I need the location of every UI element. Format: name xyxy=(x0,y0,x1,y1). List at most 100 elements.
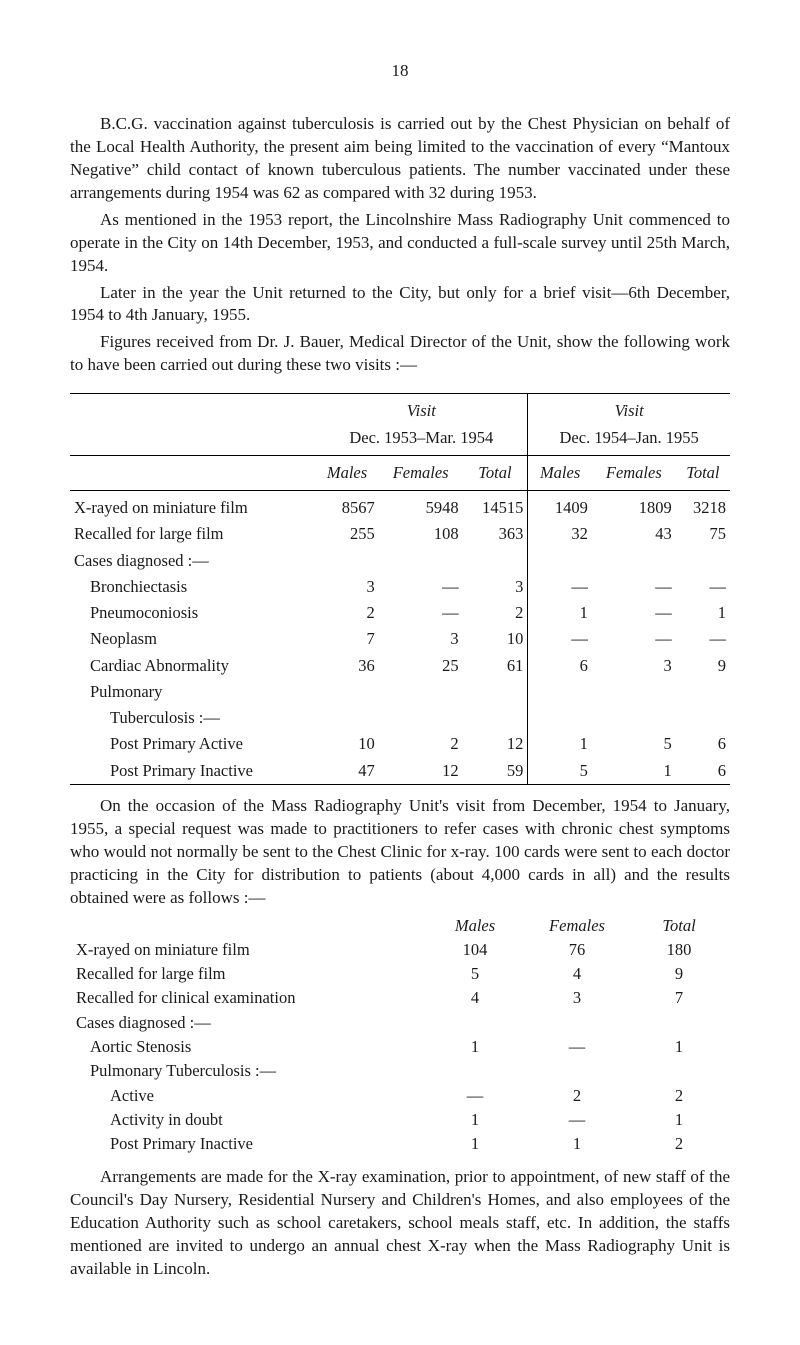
t1-row-label: Tuberculosis :— xyxy=(70,705,315,731)
t1-cell: 2 xyxy=(379,731,463,757)
t1-cell: 8567 xyxy=(315,491,378,522)
t2-cell xyxy=(526,1011,628,1035)
t2-cell: 2 xyxy=(628,1132,730,1156)
t2-row-label: Aortic Stenosis xyxy=(70,1035,424,1059)
t2-row-label: X-rayed on miniature film xyxy=(70,938,424,962)
t1-cell: 2 xyxy=(463,600,528,626)
t2-row-label: Recalled for large film xyxy=(70,962,424,986)
t2-row-label: Post Primary Inactive xyxy=(70,1132,424,1156)
t1-cell: 1 xyxy=(592,758,676,784)
t1-cell xyxy=(463,679,528,705)
t2-row-label: Cases diagnosed :— xyxy=(70,1011,424,1035)
t1-cell: 12 xyxy=(379,758,463,784)
t1-cell xyxy=(592,548,676,574)
t2-cell: 4 xyxy=(424,986,526,1010)
t2-cell: 1 xyxy=(424,1035,526,1059)
t1-cell: 47 xyxy=(315,758,378,784)
col2-females: Females xyxy=(526,914,628,938)
t2-row-label: Recalled for clinical examination xyxy=(70,986,424,1010)
t1-cell: 43 xyxy=(592,521,676,547)
t1-cell: 5 xyxy=(528,758,592,784)
t1-row-label: X-rayed on miniature film xyxy=(70,491,315,522)
t2-cell: 1 xyxy=(424,1108,526,1132)
t1-cell: 6 xyxy=(528,653,592,679)
t2-cell: 4 xyxy=(526,962,628,986)
t2-cell: 1 xyxy=(526,1132,628,1156)
visits-table: Visit Visit Dec. 1953–Mar. 1954 Dec. 195… xyxy=(70,393,730,785)
t2-cell: — xyxy=(526,1108,628,1132)
t1-cell: 3 xyxy=(379,626,463,652)
t1-cell: 3 xyxy=(315,574,378,600)
t1-row-label: Post Primary Inactive xyxy=(70,758,315,784)
paragraph-4: Figures received from Dr. J. Bauer, Medi… xyxy=(70,331,730,377)
t1-cell: 14515 xyxy=(463,491,528,522)
paragraph-2: As mentioned in the 1953 report, the Lin… xyxy=(70,209,730,278)
t1-cell: — xyxy=(676,626,730,652)
t1-cell: 7 xyxy=(315,626,378,652)
t2-cell: 7 xyxy=(628,986,730,1010)
col-females-2: Females xyxy=(592,455,676,490)
t1-cell: 2 xyxy=(315,600,378,626)
t2-cell xyxy=(526,1059,628,1083)
t1-cell: — xyxy=(379,600,463,626)
t2-cell xyxy=(628,1059,730,1083)
t1-cell xyxy=(676,548,730,574)
t1-cell: 12 xyxy=(463,731,528,757)
t2-row-label: Pulmonary Tuberculosis :— xyxy=(70,1059,424,1083)
col2-total: Total xyxy=(628,914,730,938)
t2-cell xyxy=(628,1011,730,1035)
t1-row-label: Recalled for large film xyxy=(70,521,315,547)
t1-cell xyxy=(676,679,730,705)
period1: Dec. 1953–Mar. 1954 xyxy=(315,425,528,456)
t1-cell: 6 xyxy=(676,731,730,757)
t1-cell: — xyxy=(592,626,676,652)
t1-cell: 32 xyxy=(528,521,592,547)
t1-cell xyxy=(379,548,463,574)
t1-cell: 9 xyxy=(676,653,730,679)
visit2-label: Visit xyxy=(528,394,730,424)
t1-cell: — xyxy=(592,574,676,600)
t2-cell: 9 xyxy=(628,962,730,986)
t1-cell: 75 xyxy=(676,521,730,547)
t1-cell: 5948 xyxy=(379,491,463,522)
col2-males: Males xyxy=(424,914,526,938)
t1-cell: 36 xyxy=(315,653,378,679)
t1-cell: 1809 xyxy=(592,491,676,522)
paragraph-1: B.C.G. vaccination against tuberculosis … xyxy=(70,113,730,205)
results-table: Males Females Total X-rayed on miniature… xyxy=(70,914,730,1157)
t2-cell xyxy=(424,1059,526,1083)
col-males-2: Males xyxy=(528,455,592,490)
t1-cell: 6 xyxy=(676,758,730,784)
t2-cell: 1 xyxy=(628,1108,730,1132)
t1-cell xyxy=(379,705,463,731)
t1-row-label: Post Primary Active xyxy=(70,731,315,757)
period2: Dec. 1954–Jan. 1955 xyxy=(528,425,730,456)
t1-cell: 10 xyxy=(315,731,378,757)
t1-cell: 25 xyxy=(379,653,463,679)
t2-cell: 1 xyxy=(628,1035,730,1059)
t2-cell: — xyxy=(526,1035,628,1059)
paragraph-3: Later in the year the Unit returned to t… xyxy=(70,282,730,328)
t1-cell xyxy=(315,679,378,705)
t1-cell: — xyxy=(379,574,463,600)
t1-cell: 59 xyxy=(463,758,528,784)
t1-cell xyxy=(315,705,378,731)
t1-cell: — xyxy=(528,626,592,652)
t2-cell xyxy=(424,1011,526,1035)
t2-cell: 5 xyxy=(424,962,526,986)
t1-cell: 61 xyxy=(463,653,528,679)
t1-row-label: Cases diagnosed :— xyxy=(70,548,315,574)
visit1-label: Visit xyxy=(315,394,528,424)
t1-row-label: Cardiac Abnormality xyxy=(70,653,315,679)
t1-cell: 3 xyxy=(463,574,528,600)
t2-cell: — xyxy=(424,1084,526,1108)
t2-cell: 3 xyxy=(526,986,628,1010)
col-total-2: Total xyxy=(676,455,730,490)
t2-row-label: Active xyxy=(70,1084,424,1108)
t1-row-label: Pneumoconiosis xyxy=(70,600,315,626)
t1-cell: 1 xyxy=(676,600,730,626)
t1-cell: 255 xyxy=(315,521,378,547)
col-males-1: Males xyxy=(315,455,378,490)
t2-cell: 180 xyxy=(628,938,730,962)
t2-cell: 76 xyxy=(526,938,628,962)
